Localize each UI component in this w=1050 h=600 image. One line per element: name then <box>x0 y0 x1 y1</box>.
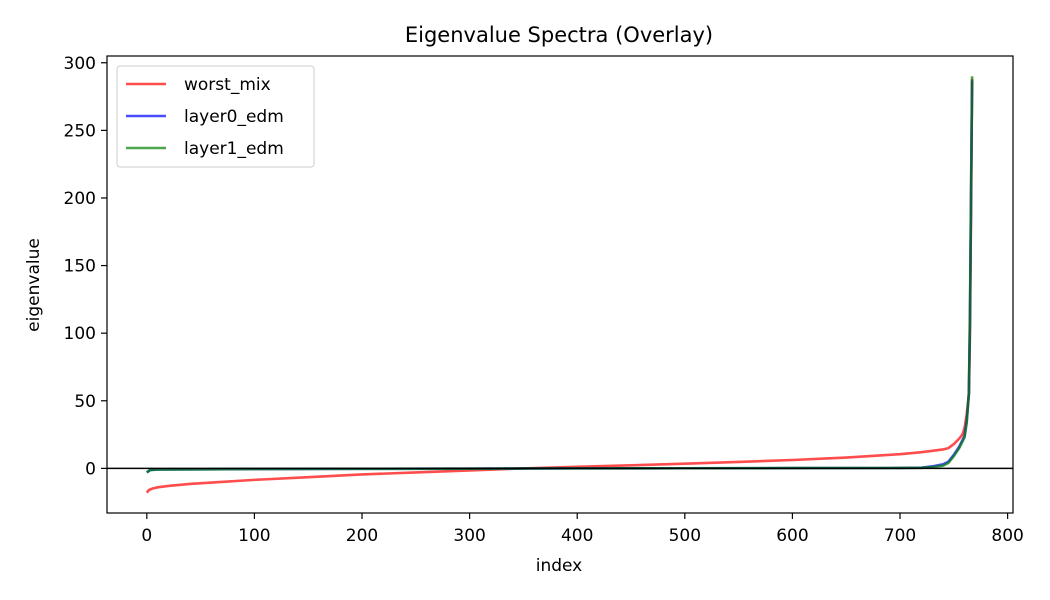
y-axis-ticks: 0 50 100 150 200 250 300 <box>64 54 107 479</box>
y-tick-label: 300 <box>64 54 96 74</box>
legend-label: layer1_edm <box>184 139 284 159</box>
x-tick-label: 300 <box>453 526 485 546</box>
y-tick-label: 150 <box>64 257 96 277</box>
x-tick-label: 100 <box>238 526 270 546</box>
legend-label: worst_mix <box>184 75 271 95</box>
x-axis-ticks: 0 100 200 300 400 500 600 700 800 <box>141 513 1024 546</box>
x-tick-label: 600 <box>776 526 808 546</box>
y-tick-label: 200 <box>64 189 96 209</box>
x-tick-label: 200 <box>346 526 378 546</box>
y-tick-label: 50 <box>74 392 96 412</box>
chart-title: Eigenvalue Spectra (Overlay) <box>405 23 713 47</box>
y-tick-label: 0 <box>85 459 96 479</box>
series-line-worst-mix <box>145 78 974 494</box>
x-tick-label: 400 <box>561 526 593 546</box>
y-tick-label: 250 <box>64 121 96 141</box>
legend-label: layer0_edm <box>184 107 284 127</box>
x-tick-label: 700 <box>884 526 916 546</box>
legend: worst_mix layer0_edm layer1_edm <box>116 65 315 168</box>
x-axis-label: index <box>536 556 583 576</box>
y-tick-label: 100 <box>64 324 96 344</box>
x-tick-label: 500 <box>669 526 701 546</box>
x-tick-label: 800 <box>991 526 1023 546</box>
plot-area-frame <box>106 55 1014 514</box>
x-tick-label: 0 <box>141 526 152 546</box>
legend-box <box>116 65 315 168</box>
y-axis-label: eigenvalue <box>24 238 44 332</box>
